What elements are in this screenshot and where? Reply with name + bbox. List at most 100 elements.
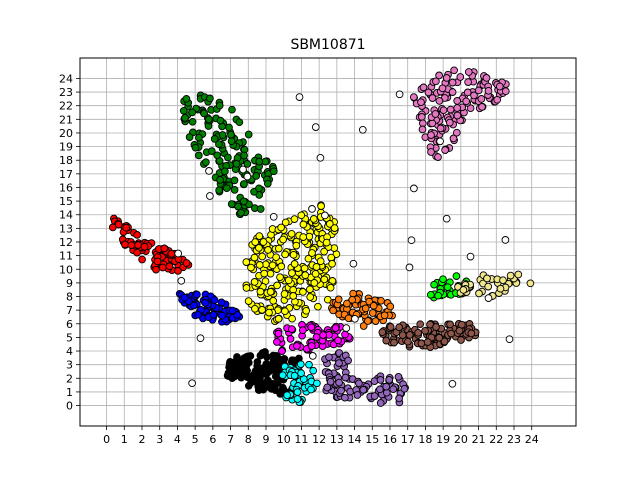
data-point-pink — [428, 94, 437, 102]
data-point-green — [240, 180, 248, 188]
data-point-unassigned — [501, 236, 510, 244]
data-point-green — [210, 135, 219, 143]
data-point-brown — [382, 336, 391, 345]
data-point-purple — [376, 385, 384, 394]
data-point-pink — [464, 68, 473, 76]
data-point-pink — [435, 97, 444, 105]
data-point-magenta — [293, 342, 301, 350]
data-point-green — [206, 94, 214, 103]
y-tick-label: 6 — [66, 318, 73, 331]
data-point-green — [225, 123, 233, 132]
data-point-purple — [395, 394, 403, 403]
data-point-cyan — [293, 388, 302, 396]
data-point-yellow — [325, 220, 334, 228]
data-point-yellow — [328, 259, 336, 268]
data-point-pink — [445, 118, 454, 127]
data-point-pink — [435, 71, 443, 80]
data-point-unassigned — [311, 123, 320, 131]
data-point-green — [179, 106, 188, 115]
x-tick-label: 16 — [383, 433, 397, 446]
data-point-yellow — [327, 253, 336, 262]
data-point-cyan — [290, 371, 299, 380]
data-point-yellow — [308, 249, 316, 257]
data-point-pink — [438, 84, 447, 93]
data-point-red — [158, 263, 167, 272]
data-point-khaki — [506, 271, 515, 280]
data-point-black — [230, 372, 239, 381]
data-point-green — [224, 153, 232, 162]
x-tick-label: 21 — [472, 433, 486, 446]
data-point-red — [160, 244, 169, 253]
data-point-purple — [337, 386, 345, 395]
data-point-purple — [323, 383, 332, 392]
data-point-brown — [435, 333, 444, 342]
y-tick-label: 1 — [66, 386, 73, 399]
data-point-yellow — [284, 276, 293, 285]
data-point-blue — [180, 293, 189, 302]
data-point-red — [134, 241, 142, 249]
data-point-lime — [452, 272, 461, 280]
data-point-unassigned — [358, 125, 367, 134]
data-point-khaki — [514, 270, 523, 279]
data-point-green — [230, 176, 239, 185]
data-point-pink — [453, 104, 462, 112]
data-point-orange — [369, 301, 378, 310]
data-point-blue — [194, 310, 202, 319]
y-tick-label: 11 — [59, 250, 73, 263]
data-point-lime — [439, 275, 447, 284]
data-point-pink — [452, 128, 461, 137]
data-point-black — [270, 379, 279, 388]
data-point-unassigned — [395, 90, 404, 99]
x-tick-label: 7 — [227, 433, 234, 446]
data-point-pink — [495, 82, 504, 91]
data-point-unassigned — [321, 211, 329, 220]
data-point-pink — [466, 104, 475, 113]
data-point-orange — [343, 299, 351, 308]
data-point-brown — [404, 337, 412, 346]
data-point-yellow — [244, 297, 253, 305]
data-point-green — [216, 176, 224, 184]
y-tick-label: 12 — [59, 236, 73, 249]
x-tick-label: 5 — [192, 433, 199, 446]
data-point-cyan — [296, 360, 305, 369]
data-point-yellow — [277, 223, 285, 232]
data-point-red — [121, 240, 129, 249]
y-tick-label: 20 — [59, 127, 73, 140]
data-point-lime — [430, 280, 438, 289]
y-tick-label: 16 — [59, 181, 73, 194]
data-point-brown — [378, 328, 387, 337]
data-point-pink — [448, 78, 457, 87]
data-point-blue — [217, 298, 226, 307]
data-point-cyan — [293, 395, 302, 403]
data-point-yellow — [292, 241, 301, 250]
data-point-green — [200, 109, 208, 118]
data-point-red — [133, 248, 141, 257]
data-point-pink — [463, 88, 472, 97]
data-point-unassigned — [295, 93, 304, 101]
data-point-yellow — [312, 263, 321, 271]
data-point-yellow — [302, 306, 311, 315]
data-point-khaki — [475, 289, 483, 298]
data-point-khaki — [483, 274, 491, 283]
data-point-unassigned — [205, 167, 213, 175]
data-point-brown — [421, 326, 429, 335]
data-point-yellow — [260, 269, 269, 278]
data-point-black — [253, 358, 262, 366]
data-point-blue — [193, 290, 201, 299]
y-tick-label: 19 — [59, 141, 73, 154]
data-point-pink — [446, 105, 455, 114]
data-point-unassigned — [174, 249, 183, 258]
data-point-yellow — [276, 273, 284, 282]
y-tick-label: 15 — [59, 195, 73, 208]
data-point-unassigned — [342, 324, 351, 332]
data-point-green — [232, 159, 241, 168]
data-point-pink — [464, 78, 472, 86]
data-point-cyan — [307, 385, 315, 394]
data-point-yellow — [265, 308, 273, 317]
data-point-yellow — [279, 235, 287, 244]
data-point-pink — [427, 148, 435, 156]
data-point-purple — [335, 378, 343, 387]
data-point-green — [227, 130, 235, 139]
data-point-green — [215, 101, 224, 110]
data-point-yellow — [258, 305, 266, 314]
